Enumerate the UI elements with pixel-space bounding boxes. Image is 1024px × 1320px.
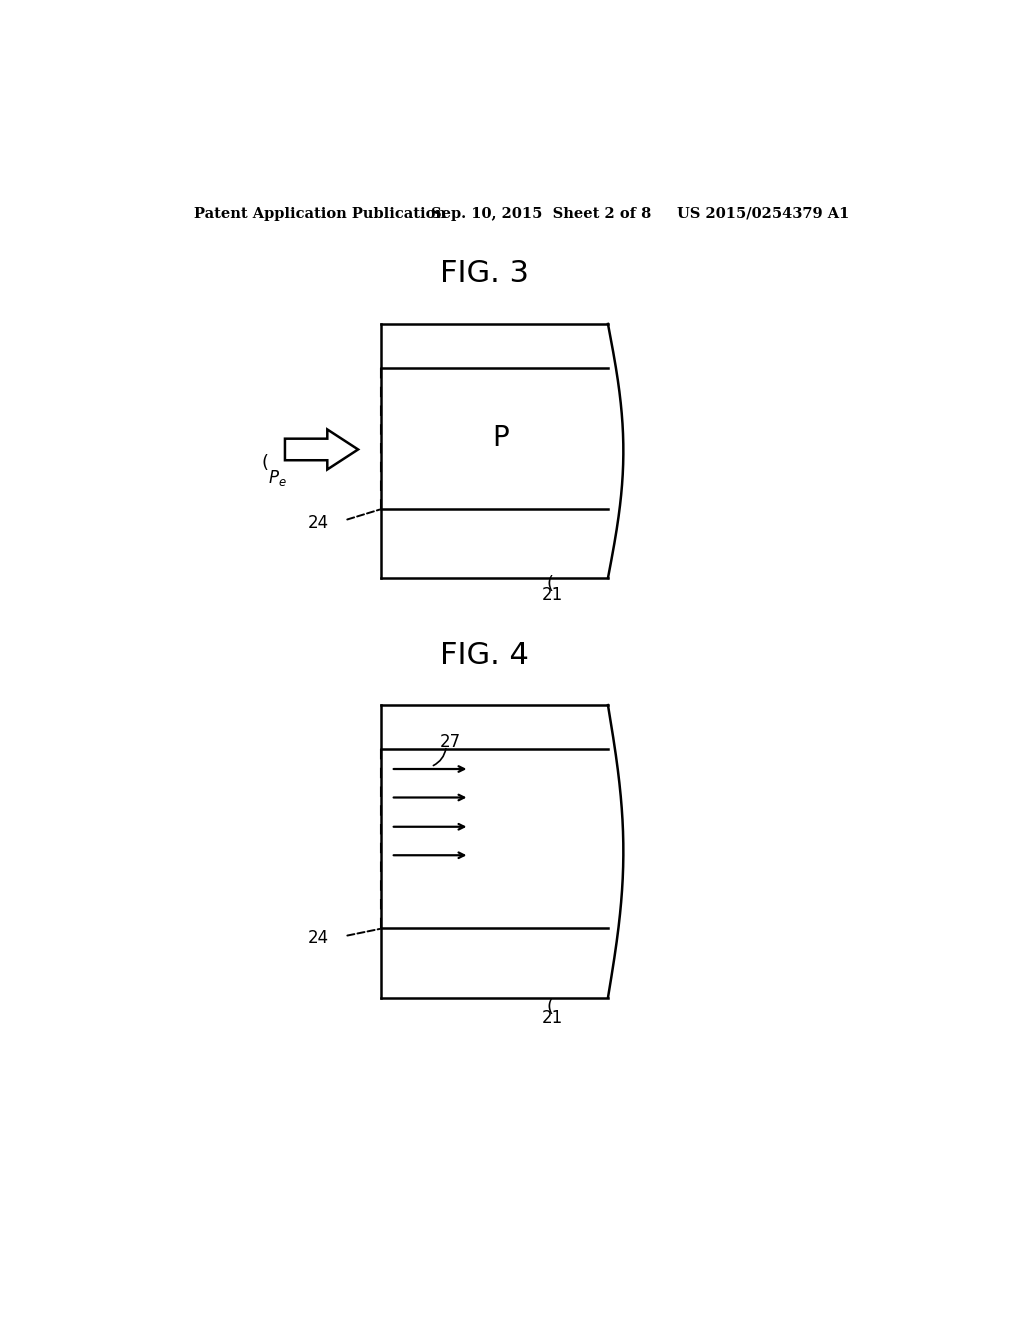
- Text: FIG. 3: FIG. 3: [440, 260, 529, 288]
- Text: 24: 24: [308, 929, 330, 948]
- Text: $P_e$: $P_e$: [268, 469, 287, 488]
- Text: 21: 21: [542, 586, 563, 605]
- Text: 24: 24: [308, 513, 330, 532]
- Text: Sep. 10, 2015  Sheet 2 of 8: Sep. 10, 2015 Sheet 2 of 8: [431, 207, 651, 220]
- Text: (: (: [261, 454, 268, 473]
- Text: P: P: [492, 424, 509, 453]
- Text: (: (: [544, 576, 554, 593]
- Text: Patent Application Publication: Patent Application Publication: [194, 207, 445, 220]
- Text: 21: 21: [542, 1008, 563, 1027]
- Text: 27: 27: [439, 733, 461, 751]
- Text: (: (: [544, 998, 554, 1016]
- Text: US 2015/0254379 A1: US 2015/0254379 A1: [677, 207, 850, 220]
- Text: FIG. 4: FIG. 4: [440, 640, 529, 669]
